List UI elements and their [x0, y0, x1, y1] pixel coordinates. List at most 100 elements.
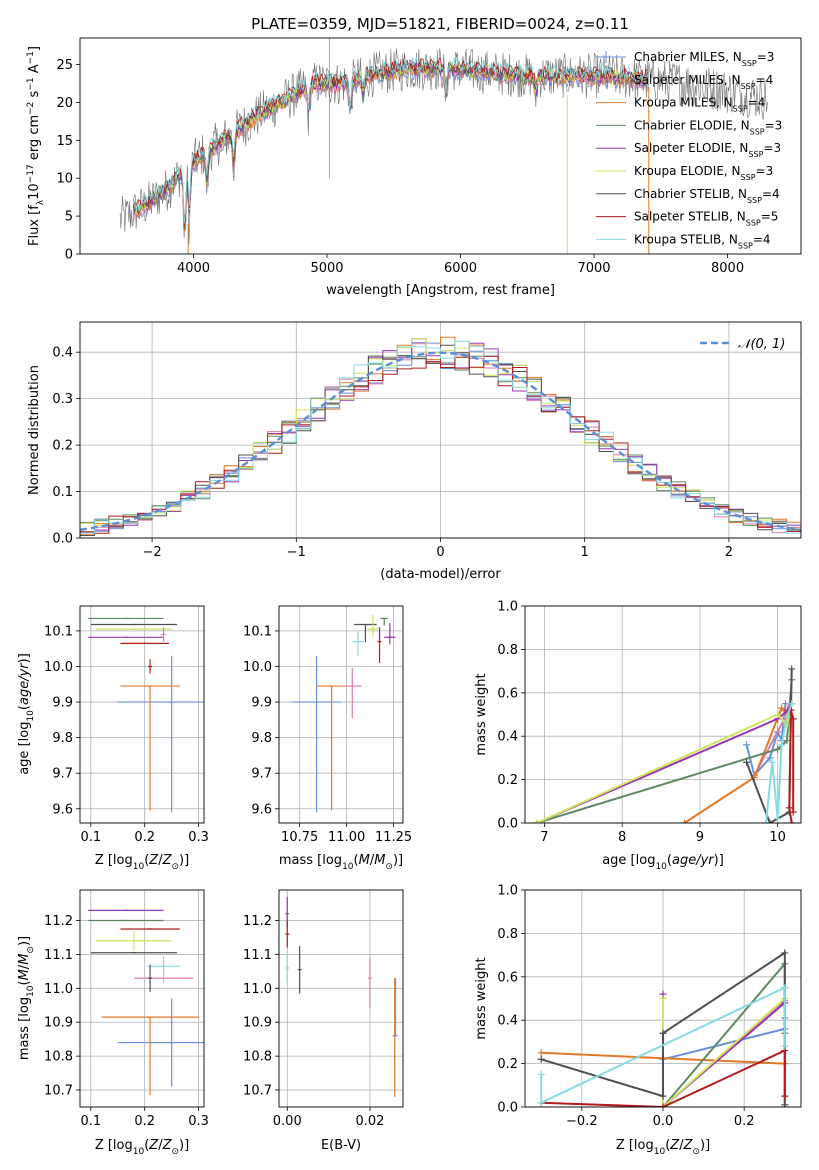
y-tick-label: 0.2 — [497, 1057, 518, 1072]
weight-marker — [659, 1103, 667, 1107]
weight-marker — [789, 715, 797, 723]
legend-nssp: =5 — [761, 210, 779, 224]
mass-z-xlabel-part: Z [log — [95, 1138, 133, 1153]
weight-marker — [783, 737, 791, 745]
legend-sub: SSP — [742, 59, 757, 68]
age-mass-xlabel: mass [log10(M/M⊙)] — [279, 853, 403, 872]
weight-marker — [659, 995, 667, 1002]
y-tick-label: 0.0 — [497, 817, 518, 832]
age-z-xlabel-part: Z [log — [95, 853, 133, 868]
y-tick-label: 0.8 — [497, 643, 518, 658]
weight_vs_Z-frame — [524, 889, 802, 1108]
y-tick-label: 9.9 — [251, 696, 272, 711]
weight_vs_age-plot — [533, 665, 797, 823]
residuals-ylabel: Normed distribution — [27, 365, 42, 495]
weight-marker — [537, 1055, 545, 1063]
weight-marker — [788, 819, 796, 823]
weight-marker — [659, 1092, 667, 1100]
age-z-xlabel-part: Z — [148, 853, 159, 868]
weight_vs_age-frame — [524, 605, 802, 824]
spectrum-title: PLATE=0359, MJD=51821, FIBERID=0024, z=0… — [251, 15, 629, 33]
age-mass-xlabel-part: ⊙ — [385, 862, 393, 872]
legend-sub: SSP — [746, 218, 761, 227]
y-tick-label: 0.2 — [52, 439, 73, 454]
age_vs_mass-panel: 10.75 11.00 11.25 9.6 9.7 9.8 9.9 10.0 10.1 mass … — [243, 605, 412, 872]
y-tick-label: 0.0 — [52, 532, 73, 547]
weight-z-xlabel-part: 10 — [654, 1147, 666, 1157]
weight-marker — [778, 704, 786, 712]
mass_vs_ebv-plot — [285, 896, 398, 1097]
legend-entry: Chabrier ELODIE, NSSP=3 — [634, 118, 782, 136]
weight-marker — [778, 741, 786, 749]
residuals-frame — [79, 321, 802, 539]
x-tick-label: 10.75 — [281, 830, 318, 845]
weight-age-xlabel-part: 10 — [655, 862, 667, 872]
mass-z-ylabel-part: 10 — [26, 985, 36, 997]
weight-marker — [781, 1042, 789, 1050]
legend-entry: Salpeter MILES, NSSP=4 — [634, 73, 773, 91]
spectrum-ylabel: Flux [fλ10−17 erg cm−2 s−1 A−1] — [26, 46, 46, 246]
age-z-ylabel-part: 10 — [26, 710, 36, 722]
legend-sub: SSP — [741, 173, 756, 182]
x-tick-label: 11.00 — [328, 830, 365, 845]
y-tick-label: 10 — [56, 172, 73, 187]
weight-z-xlabel: Z [log10(Z/Z⊙)] — [616, 1138, 710, 1157]
y-tick-label: 0.6 — [497, 686, 518, 701]
mass-z-xlabel: Z [log10(Z/Z⊙)] — [95, 1138, 189, 1157]
age-mass-xlabel-part: ( — [354, 853, 359, 868]
age-mass-xlabel-part: / — [370, 853, 375, 868]
residuals-xlabel: (data-model)/error — [380, 567, 501, 582]
x-tick-label: 0.0 — [653, 1114, 674, 1129]
y-tick-label: 10.9 — [44, 1016, 73, 1031]
weight_vs_age-panel: 7 8 9 10 0.0 0.2 0.4 0.6 0.8 1.0 mass weight age [l… — [474, 600, 802, 872]
x-tick-label: 1 — [581, 545, 589, 560]
x-tick-label: 0.00 — [273, 1114, 302, 1129]
y-tick-label: 0.3 — [52, 392, 73, 407]
mass-z-xlabel-part: )] — [179, 1138, 189, 1153]
weight-marker — [789, 808, 797, 816]
age-z-xlabel-part: / — [158, 853, 163, 868]
weight-age-xlabel-part: age/yr — [672, 853, 715, 868]
weight-marker — [766, 819, 774, 823]
x-tick-label: −2 — [143, 545, 162, 560]
weight-z-xlabel-part: ( — [665, 1138, 670, 1153]
y-tick-label: 1.0 — [497, 600, 518, 615]
y-tick-label: 9.6 — [251, 802, 272, 817]
age-z-ylabel-part: )] — [17, 653, 32, 663]
legend-name: Kroupa MILES, N — [634, 96, 733, 110]
weight-z-xlabel-part: Z — [683, 1138, 694, 1153]
legend-entry: Salpeter ELODIE, NSSP=3 — [634, 141, 781, 159]
x-tick-label: −1 — [287, 545, 306, 560]
weight-marker — [785, 804, 793, 812]
mass_vs_Z-grid — [80, 890, 204, 1107]
y-tick-label: 10.7 — [44, 1084, 73, 1099]
weight_vs_Z-plot — [537, 949, 789, 1107]
y-tick-label: 11.2 — [44, 914, 73, 929]
x-tick-label: 8 — [618, 830, 626, 845]
residuals-plot — [80, 336, 801, 536]
y-tick-label: 11.1 — [44, 948, 73, 963]
y-tick-label: 11.0 — [44, 982, 73, 997]
y-tick-label: 9.6 — [52, 802, 73, 817]
age-z-ylabel: age [log10(age/yr)] — [17, 653, 36, 775]
weight-marker — [788, 665, 796, 673]
legend-entry: Kroupa ELODIE, NSSP=3 — [634, 164, 773, 182]
weight-line — [745, 703, 787, 778]
weight-marker — [743, 741, 751, 749]
residual-histogram — [80, 342, 801, 533]
legend-nssp: =4 — [762, 187, 780, 201]
y-tick-label: 10.8 — [243, 1050, 272, 1065]
mass-z-ylabel-part: ( — [17, 980, 32, 985]
y-tick-label: 9.9 — [52, 696, 73, 711]
age_vs_Z-frame — [79, 605, 205, 824]
legend-sub: SSP — [747, 195, 762, 204]
age-z-xlabel-part: ⊙ — [171, 862, 179, 872]
x-tick-label: 0 — [436, 545, 444, 560]
mass_vs_Z-plot — [88, 909, 204, 1096]
x-tick-label: 5000 — [310, 261, 343, 276]
model-spectrum — [133, 56, 648, 224]
spectrum-frame — [79, 37, 802, 255]
weight-line — [536, 703, 793, 823]
y-tick-label: 10.8 — [44, 1050, 73, 1065]
